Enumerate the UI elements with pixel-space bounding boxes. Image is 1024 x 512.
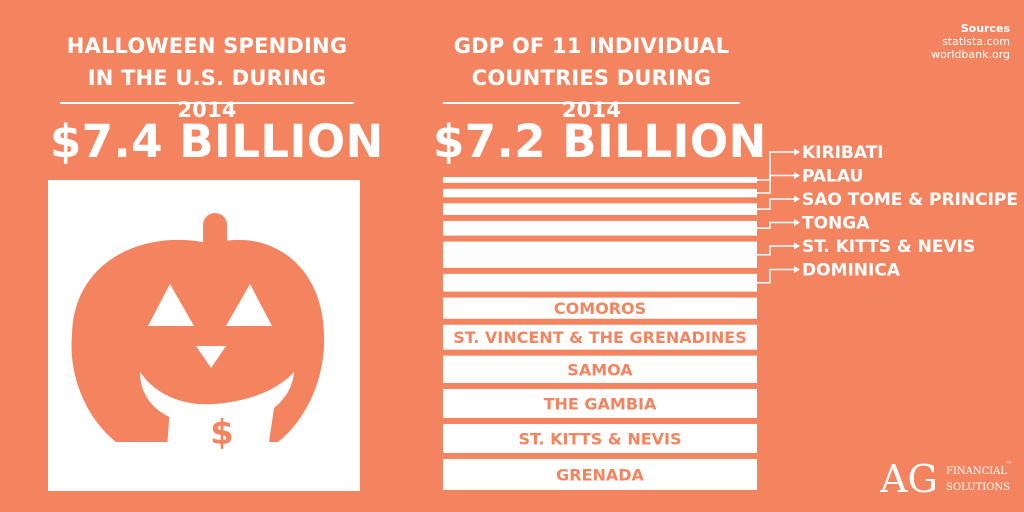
bar-10-the-gambia bbox=[443, 388, 757, 418]
leader-line-sao-tome-and-principe bbox=[757, 198, 794, 210]
pumpkin-body bbox=[71, 239, 325, 442]
leader-arrow-kiribati bbox=[794, 148, 800, 156]
leader-arrow-sao-tome-and-principe bbox=[794, 195, 800, 203]
leader-line-tonga bbox=[757, 221, 794, 230]
leader-arrow-palau bbox=[794, 172, 800, 179]
outside-label-sao-tome-and-principe: SAO TOME & PRINCIPE bbox=[802, 190, 1018, 210]
pumpkin-panel: $ bbox=[48, 180, 360, 491]
outside-label-dominica: DOMINICA bbox=[802, 261, 901, 281]
bar-12-grenada bbox=[443, 458, 757, 490]
outside-label-kiribati: KIRIBATI bbox=[802, 143, 884, 163]
pumpkin-left-eye bbox=[148, 284, 194, 326]
bar-3-sao-tome-and-principe bbox=[443, 203, 757, 215]
money-bag bbox=[166, 408, 274, 462]
leader-line-palau bbox=[757, 174, 794, 194]
dollar-sign-icon: $ bbox=[210, 413, 234, 453]
right-divider bbox=[443, 102, 740, 104]
bar-8-st-vincent-and-the-grenadines bbox=[443, 324, 757, 350]
bar-label-st-kitts-and-nevis: ST. KITTS & NEVIS bbox=[519, 429, 682, 448]
leader-line-dominica bbox=[757, 268, 794, 284]
pumpkin-nose bbox=[196, 346, 226, 368]
sources-title: Sources bbox=[960, 22, 1010, 35]
leader-arrow-tonga bbox=[794, 219, 800, 226]
outside-label-tonga: TONGA bbox=[802, 214, 870, 234]
bar-7-comoros bbox=[443, 297, 757, 319]
leader-line-st-kitts-and-nevis bbox=[757, 245, 794, 256]
left-divider bbox=[60, 102, 354, 104]
outside-label-st-kitts-and-nevis: ST. KITTS & NEVIS bbox=[802, 237, 975, 257]
jack-o-lantern-icon: $ bbox=[71, 213, 325, 462]
logo-line-financial: FINANCIAL bbox=[946, 466, 1007, 477]
bar-2-palau bbox=[443, 188, 757, 198]
logo-line-solutions: SOLUTIONS bbox=[946, 482, 1010, 493]
leader-arrow-dominica bbox=[794, 266, 800, 273]
bar-11-st-kitts-and-nevis bbox=[443, 423, 757, 453]
bar-label-the-gambia: THE GAMBIA bbox=[544, 394, 657, 413]
halloween-spending-amount: $7.4 BILLION bbox=[50, 115, 384, 168]
pumpkin-right-eye bbox=[226, 284, 272, 326]
source-worldbank: worldbank.org bbox=[931, 48, 1010, 61]
bar-9-samoa bbox=[443, 355, 757, 383]
gdp-title: GDP OF 11 INDIVIDUAL COUNTRIES DURING 20… bbox=[453, 34, 730, 122]
leader-line-kiribati bbox=[757, 151, 794, 181]
sources-block: Sources statista.com worldbank.org bbox=[931, 22, 1010, 61]
logo-trademark: ™ bbox=[1006, 461, 1012, 468]
ag-financial-solutions-logo: AG FINANCIAL ™ SOLUTIONS bbox=[880, 457, 1012, 500]
bar-label-comoros: COMOROS bbox=[554, 299, 646, 318]
logo-mark: AG bbox=[880, 457, 938, 500]
bar-label-st-vincent-and-the-grenadines: ST. VINCENT & THE GRENADINES bbox=[453, 328, 747, 347]
leader-arrow-st-kitts-and-nevis bbox=[794, 242, 800, 250]
gdp-total-amount: $7.2 BILLION bbox=[433, 115, 767, 168]
bar-5-st-kitts-and-nevis bbox=[443, 241, 757, 268]
source-statista: statista.com bbox=[942, 35, 1010, 48]
outside-label-palau: PALAU bbox=[802, 167, 863, 187]
bar-label-grenada: GRENADA bbox=[556, 465, 644, 484]
bar-6-dominica bbox=[443, 273, 757, 292]
bar-label-samoa: SAMOA bbox=[567, 360, 633, 379]
bar-1-kiribati bbox=[443, 177, 757, 183]
bar-4-tonga bbox=[443, 220, 757, 236]
halloween-spending-title: HALLOWEEN SPENDING IN THE U.S. DURING 20… bbox=[66, 34, 348, 122]
